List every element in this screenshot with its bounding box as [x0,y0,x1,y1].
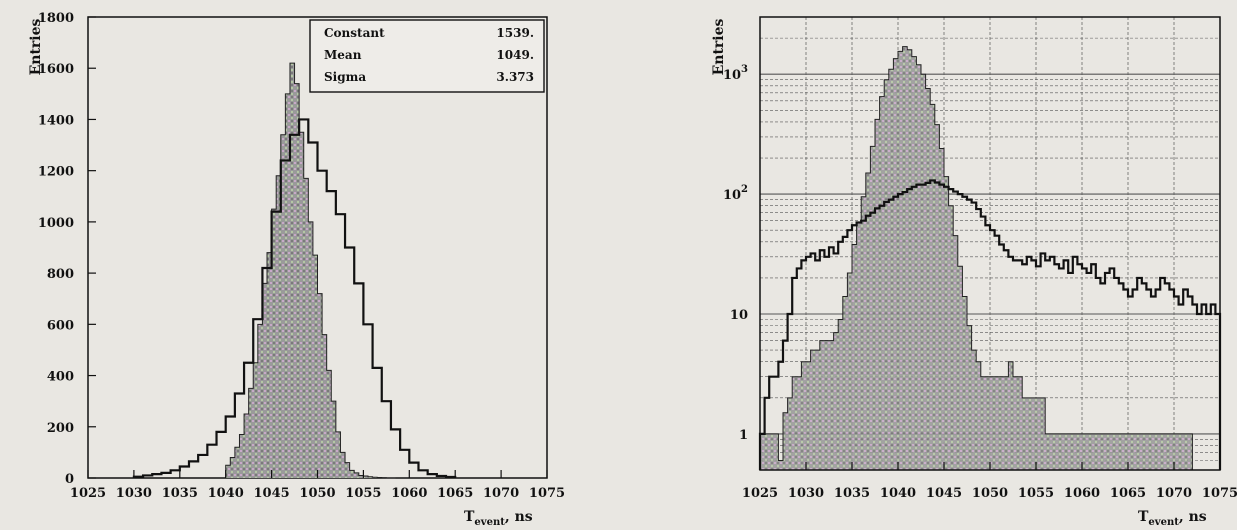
stats-label: Sigma [324,70,366,84]
y-tick-label: 800 [47,267,74,282]
stats-box [309,19,545,93]
stats-value: 1049. [496,48,534,62]
outline-histogram [132,118,457,479]
y-tick-label-exponent: 3 [741,64,748,75]
x-tick-label: 1030 [116,486,152,501]
left-histogram-chart: 1025 1030 1035 1040 1045 1050 1055 1060 1065 1070… [28,11,565,528]
x-tick-label: 1025 [70,486,106,501]
x-tick-label: 1065 [437,486,473,501]
x-axis-label-unit: , ns [505,509,533,525]
x-tick-label: 1060 [391,486,427,501]
stats-value: 1539. [496,26,534,40]
stats-label: Mean [324,48,362,62]
x-tick-label: 1040 [880,486,916,501]
y-tick-label: 103 [723,64,748,83]
y-tick-label: 1400 [38,113,74,128]
x-tick-label: 1035 [162,486,198,501]
y-tick-label: 10 [730,308,748,323]
y-tick-label: 1600 [38,62,74,77]
x-tick-label: 1045 [926,486,962,501]
x-axis-label: Tevent, ns [1138,509,1207,528]
right-histogram-chart: 1025 1030 1035 1040 1045 1050 1055 1060 1065 1070… [711,16,1237,528]
x-tick-label: 1075 [1202,486,1237,501]
y-tick-label-base: 1 [739,428,748,443]
x-tick-label: 1070 [483,486,519,501]
x-tick-label: 1075 [529,486,565,501]
filled-histogram [759,46,1193,470]
x-tick-label: 1060 [1064,486,1100,501]
stats-value: 3.373 [496,70,534,84]
y-tick-label-exponent: 2 [741,184,748,195]
y-axis-label: Entries [28,18,44,75]
y-tick-label: 1000 [38,216,74,231]
y-axis-label: Entries [711,18,727,75]
x-tick-label: 1050 [972,486,1008,501]
x-tick-label: 1055 [1018,486,1054,501]
x-axis-label-symbol: T [464,509,475,525]
y-tick-label: 600 [47,318,74,333]
x-tick-label: 1030 [788,486,824,501]
x-tick-label: 1040 [208,486,244,501]
x-tick-label: 1065 [1110,486,1146,501]
y-tick-label: 200 [47,421,74,436]
y-tick-label: 102 [723,184,748,203]
y-tick-label: 1200 [38,165,74,180]
y-tick-label-base: 10 [723,68,741,83]
x-tick-label: 1035 [834,486,870,501]
x-axis-label-unit: , ns [1179,509,1207,525]
y-tick-label-base: 10 [730,308,748,323]
y-tick-label-base: 10 [723,188,741,203]
y-tick-label: 1 [739,428,748,443]
x-tick-label: 1025 [742,486,778,501]
y-tick-label: 1800 [38,11,74,26]
filled-histogram [225,62,396,479]
stats-label: Constant [324,26,385,40]
x-axis-label-subscript: event [1148,517,1179,528]
x-tick-label: 1055 [345,486,381,501]
x-axis-label-subscript: event [474,517,505,528]
x-tick-label: 1050 [299,486,335,501]
x-tick-label: 1045 [254,486,290,501]
y-tick-label: 0 [65,472,74,487]
y-tick-label: 400 [47,370,74,385]
x-axis-label-symbol: T [1138,509,1149,525]
x-tick-label: 1070 [1156,486,1192,501]
outline-histogram [758,179,1222,470]
x-axis-label: Tevent, ns [464,509,533,528]
